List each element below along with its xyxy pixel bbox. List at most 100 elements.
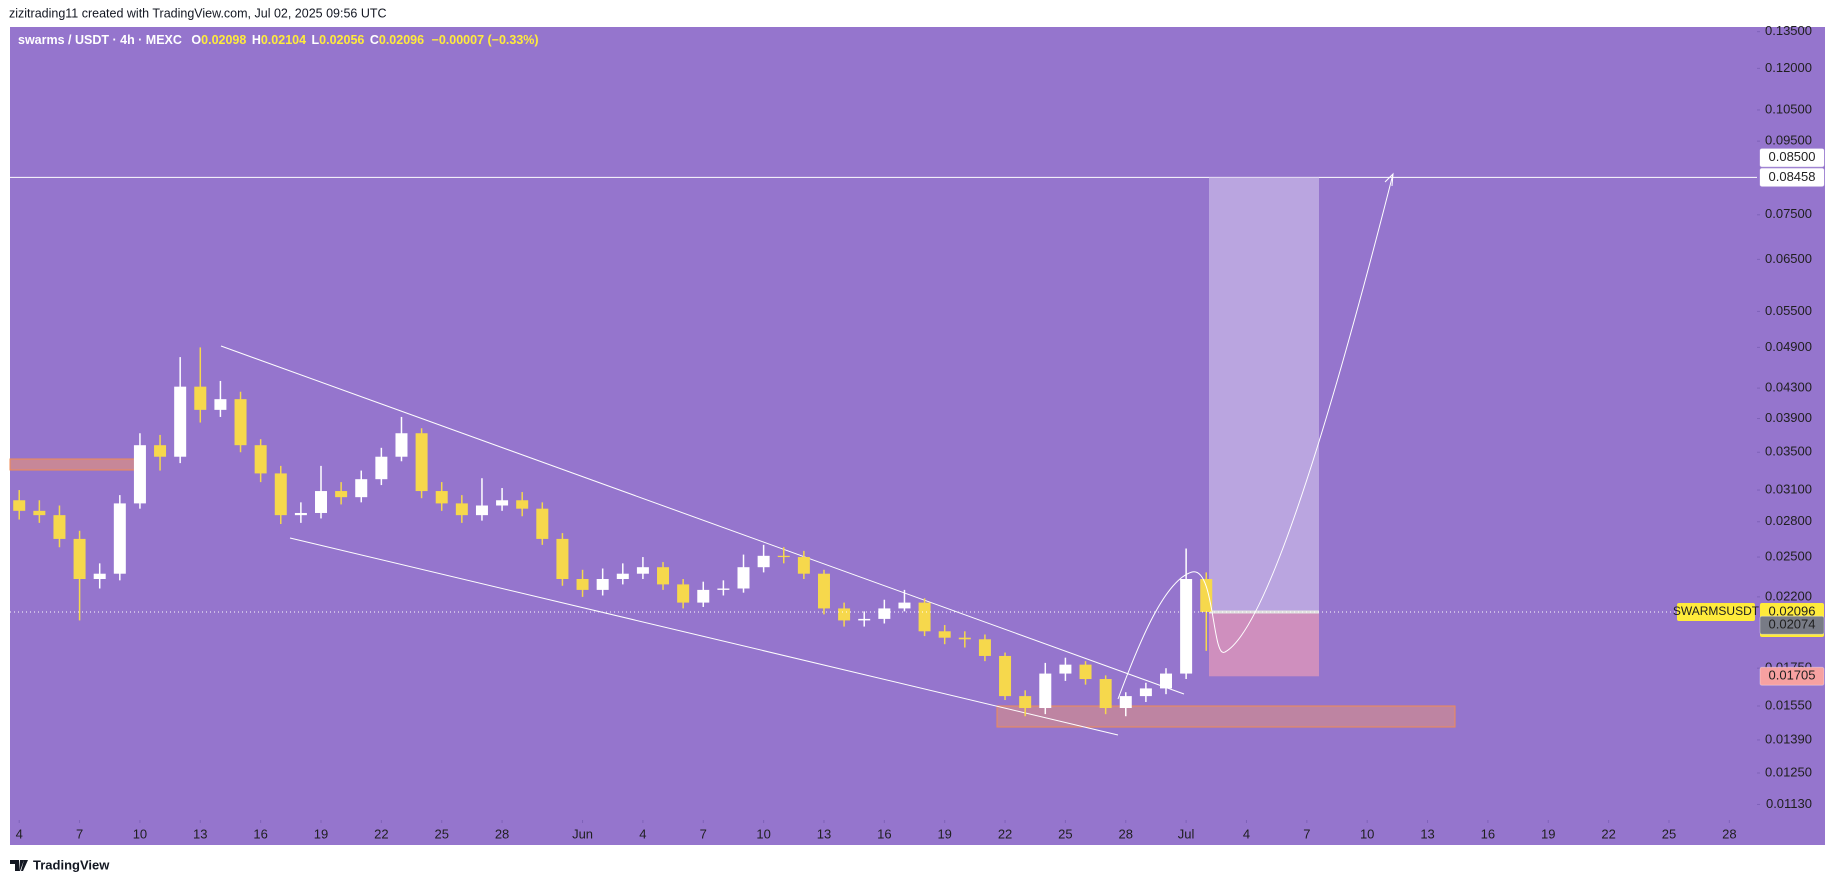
y-tick-label: 0.05500 (1765, 303, 1812, 318)
symbol: swarms / USDT · 4h · MEXC (18, 33, 182, 47)
y-tick-label: 0.06500 (1765, 251, 1812, 266)
candle-body (1180, 579, 1193, 674)
x-tick-label: 28 (495, 826, 509, 841)
ohlc-key: H (252, 33, 261, 47)
y-tick-label: 0.03100 (1765, 481, 1812, 496)
y-tick-label: 0.01130 (1766, 796, 1812, 811)
candle-body (1160, 673, 1173, 689)
last-price-tag: 0.02096 (1769, 603, 1816, 618)
candle-body (174, 386, 187, 457)
candle-body (697, 589, 710, 603)
y-tick-label: 0.01550 (1765, 697, 1812, 712)
candle-body (455, 503, 468, 516)
x-tick-label: Jul (1178, 826, 1195, 841)
candle-body (536, 508, 549, 539)
candle-body (898, 602, 911, 609)
x-tick-label: Jun (572, 826, 593, 841)
candle-body (958, 637, 971, 640)
y-tick-label: 0.02800 (1765, 513, 1812, 528)
candle-body (113, 503, 126, 574)
candle-body (576, 579, 589, 590)
candle-body (596, 579, 609, 590)
x-tick-label: 4 (1243, 826, 1250, 841)
candle-body (717, 588, 730, 590)
candle-body (938, 631, 951, 638)
footer-logo: TradingView (10, 857, 110, 872)
candle-body (797, 557, 810, 574)
footer-brand: TradingView (33, 857, 110, 872)
price-label: 0.02074 (1769, 617, 1816, 632)
candle-body (315, 491, 328, 513)
x-tick-label: 13 (193, 826, 207, 841)
candle-body (335, 491, 348, 498)
ohlc-value: 0.02056 (319, 33, 364, 47)
supply-zone (9, 458, 144, 471)
candle-body (838, 608, 851, 621)
y-tick-label: 0.04900 (1765, 339, 1812, 354)
x-tick-label: 28 (1722, 826, 1736, 841)
candle-body (1019, 696, 1032, 709)
projection-arrow (1117, 173, 1394, 700)
y-tick-label: 0.10500 (1765, 101, 1812, 116)
x-tick-label: 4 (639, 826, 646, 841)
candle-body (616, 573, 629, 580)
candle-body (757, 555, 770, 568)
stop-label: 0.01705 (1769, 668, 1816, 683)
logo-mark (10, 860, 28, 871)
candle-body (294, 512, 307, 516)
x-tick-label: 22 (374, 826, 388, 841)
long-position (10, 176, 1757, 677)
candle-body (375, 456, 388, 480)
x-tick-label: 19 (937, 826, 951, 841)
x-tick-label: 7 (76, 826, 83, 841)
symbol-tag: SWARMSUSDT (1673, 604, 1760, 618)
y-tick-label: 0.03500 (1765, 444, 1812, 459)
y-tick-label: 0.12000 (1765, 60, 1812, 75)
candle-body (1200, 579, 1213, 612)
candle-body (154, 445, 167, 457)
x-tick-label: 25 (434, 826, 448, 841)
candle-body (13, 500, 26, 511)
x-tick-label: 7 (1303, 826, 1310, 841)
candle-body (657, 567, 670, 585)
x-tick-label: 28 (1119, 826, 1133, 841)
ohlc-key: L (312, 33, 320, 47)
candle-body (1059, 664, 1072, 674)
candle-body (475, 505, 488, 516)
candle-body (1079, 664, 1092, 680)
chart-background (10, 27, 1825, 845)
target-label: 0.08458 (1769, 169, 1816, 184)
candle-body (636, 567, 649, 574)
candle-body (415, 433, 428, 492)
candle-body (33, 510, 46, 516)
candle-body (274, 473, 287, 516)
x-tick-label: 22 (998, 826, 1012, 841)
candle-body (677, 584, 690, 603)
x-tick-label: 10 (756, 826, 770, 841)
stop-label-bg (1759, 666, 1825, 686)
y-tick-label: 0.13500 (1765, 23, 1812, 38)
candle-body (355, 479, 368, 498)
candle-body (556, 538, 569, 580)
candle-body (1139, 688, 1152, 697)
candle-body (777, 555, 790, 558)
y-tick-label: 0.02500 (1765, 549, 1812, 564)
candle-body (1039, 673, 1052, 709)
candle-body (978, 639, 991, 656)
candle-body (214, 399, 227, 410)
y-tick-label: 0.01250 (1765, 764, 1812, 779)
candle-body (93, 573, 106, 580)
candle-body (918, 602, 931, 632)
y-tick-label: 0.03900 (1765, 410, 1812, 425)
candle-body (878, 608, 891, 619)
x-tick-label: 13 (817, 826, 831, 841)
ohlc-value: 0.02098 (201, 33, 246, 47)
candle-body (73, 538, 86, 580)
ohlc-key: O (191, 33, 201, 47)
y-tick-label: 0.02200 (1765, 588, 1812, 603)
candle-body (254, 445, 267, 474)
candle-body (194, 386, 207, 410)
candle-body (234, 399, 247, 446)
